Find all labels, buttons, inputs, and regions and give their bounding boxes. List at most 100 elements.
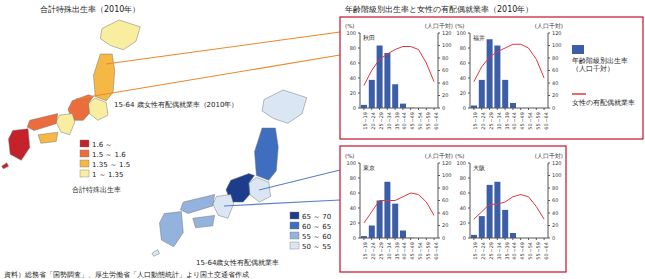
svg-text:50～54: 50～54 [527,242,533,260]
svg-text:60～64: 60～64 [433,112,439,130]
svg-text:60: 60 [350,190,356,196]
svg-text:0: 0 [442,235,445,241]
svg-text:20: 20 [350,90,356,96]
svg-text:20: 20 [460,90,466,96]
svg-text:0: 0 [442,105,445,111]
svg-text:40～44: 40～44 [511,112,517,130]
svg-text:40～44: 40～44 [401,112,407,130]
svg-text:0: 0 [353,235,356,241]
svg-text:40: 40 [552,210,558,216]
svg-text:20: 20 [442,92,448,98]
svg-text:55～59: 55～59 [425,242,431,260]
svg-text:80: 80 [552,185,558,191]
svg-text:30～34: 30～34 [386,112,392,130]
svg-text:1.35 ～ 1.5: 1.35 ～ 1.5 [92,161,130,169]
svg-text:15～19: 15～19 [472,242,478,260]
svg-text:20～24: 20～24 [480,242,486,260]
svg-text:100: 100 [442,42,452,48]
svg-text:15～19: 15～19 [362,242,368,260]
svg-text:80: 80 [460,175,466,181]
svg-text:65 ～ 70: 65 ～ 70 [302,213,331,221]
svg-text:25～29: 25～29 [378,242,384,260]
svg-text:25～29: 25～29 [488,242,494,260]
svg-text:45～49: 45～49 [519,112,525,130]
svg-text:120: 120 [552,160,562,166]
svg-text:年齢階級別出生率と女性の有配偶就業率（2010年）: 年齢階級別出生率と女性の有配偶就業率（2010年） [345,5,533,14]
svg-text:0: 0 [552,105,555,111]
svg-text:60: 60 [460,190,466,196]
svg-text:50 ～ 55: 50 ～ 55 [302,243,331,251]
svg-text:35～39: 35～39 [504,112,510,130]
svg-text:40: 40 [350,75,356,81]
svg-text:60～64: 60～64 [543,112,549,130]
svg-text:20～24: 20～24 [480,112,486,130]
svg-text:25～29: 25～29 [488,112,494,130]
svg-text:100: 100 [552,172,562,178]
svg-text:15-64 歳女性有配偶就業率（2010年）: 15-64 歳女性有配偶就業率（2010年） [114,101,238,109]
svg-text:40～44: 40～44 [511,242,517,260]
svg-text:1.5 ～ 1.6: 1.5 ～ 1.6 [92,151,126,159]
svg-text:合計特殊出生率: 合計特殊出生率 [72,186,121,194]
svg-text:1.6 ～: 1.6 ～ [92,141,112,149]
svg-text:0: 0 [552,235,555,241]
svg-text:20～24: 20～24 [370,242,376,260]
svg-text:50～54: 50～54 [417,242,423,260]
svg-text:80: 80 [460,45,466,51]
svg-text:20: 20 [460,220,466,226]
svg-text:50～54: 50～54 [527,112,533,130]
svg-text:40: 40 [460,205,466,211]
svg-text:35～39: 35～39 [394,112,400,130]
svg-text:120: 120 [442,160,452,166]
svg-text:25～29: 25～29 [378,112,384,130]
svg-text:120: 120 [442,30,452,36]
svg-text:60: 60 [442,197,448,203]
svg-text:0: 0 [463,235,466,241]
svg-text:30～34: 30～34 [496,242,502,260]
svg-text:100: 100 [346,30,356,36]
svg-text:80: 80 [350,175,356,181]
svg-text:60 ～ 65: 60 ～ 65 [302,223,331,231]
svg-text:60～64: 60～64 [433,242,439,260]
svg-text:80: 80 [442,185,448,191]
svg-text:55 ～ 60: 55 ～ 60 [302,233,331,241]
svg-text:15-64歳女性有配偶就業率: 15-64歳女性有配偶就業率 [196,259,279,267]
svg-text:50～54: 50～54 [417,112,423,130]
svg-text:55～59: 55～59 [535,242,541,260]
svg-text:100: 100 [346,160,356,166]
svg-text:30～34: 30～34 [496,112,502,130]
svg-text:30～34: 30～34 [386,242,392,260]
svg-text:60: 60 [552,197,558,203]
svg-text:100: 100 [456,30,466,36]
svg-text:60～64: 60～64 [543,242,549,260]
svg-text:15～19: 15～19 [362,112,368,130]
svg-text:55～59: 55～59 [535,112,541,130]
svg-text:0: 0 [463,105,466,111]
svg-text:40: 40 [460,75,466,81]
svg-text:80: 80 [552,55,558,61]
svg-text:45～49: 45～49 [519,242,525,260]
svg-text:60: 60 [350,60,356,66]
svg-text:15～19: 15～19 [472,112,478,130]
svg-text:20～24: 20～24 [370,112,376,130]
svg-text:120: 120 [552,30,562,36]
svg-text:40: 40 [552,80,558,86]
svg-text:45～49: 45～49 [409,112,415,130]
svg-text:80: 80 [442,55,448,61]
svg-text:40: 40 [350,205,356,211]
svg-text:合計特殊出生率（2010年）: 合計特殊出生率（2010年） [40,5,140,14]
svg-text:60: 60 [442,67,448,73]
svg-text:20: 20 [552,92,558,98]
svg-text:35～39: 35～39 [504,242,510,260]
svg-text:20: 20 [442,222,448,228]
svg-text:100: 100 [552,42,562,48]
svg-text:0: 0 [353,105,356,111]
svg-text:20: 20 [552,222,558,228]
svg-text:55～59: 55～59 [425,112,431,130]
svg-text:1 ～ 1.35: 1 ～ 1.35 [92,171,124,179]
svg-text:60: 60 [552,67,558,73]
svg-text:60: 60 [460,60,466,66]
svg-text:40: 40 [442,210,448,216]
svg-text:40～44: 40～44 [401,242,407,260]
svg-text:45～49: 45～49 [409,242,415,260]
svg-text:20: 20 [350,220,356,226]
